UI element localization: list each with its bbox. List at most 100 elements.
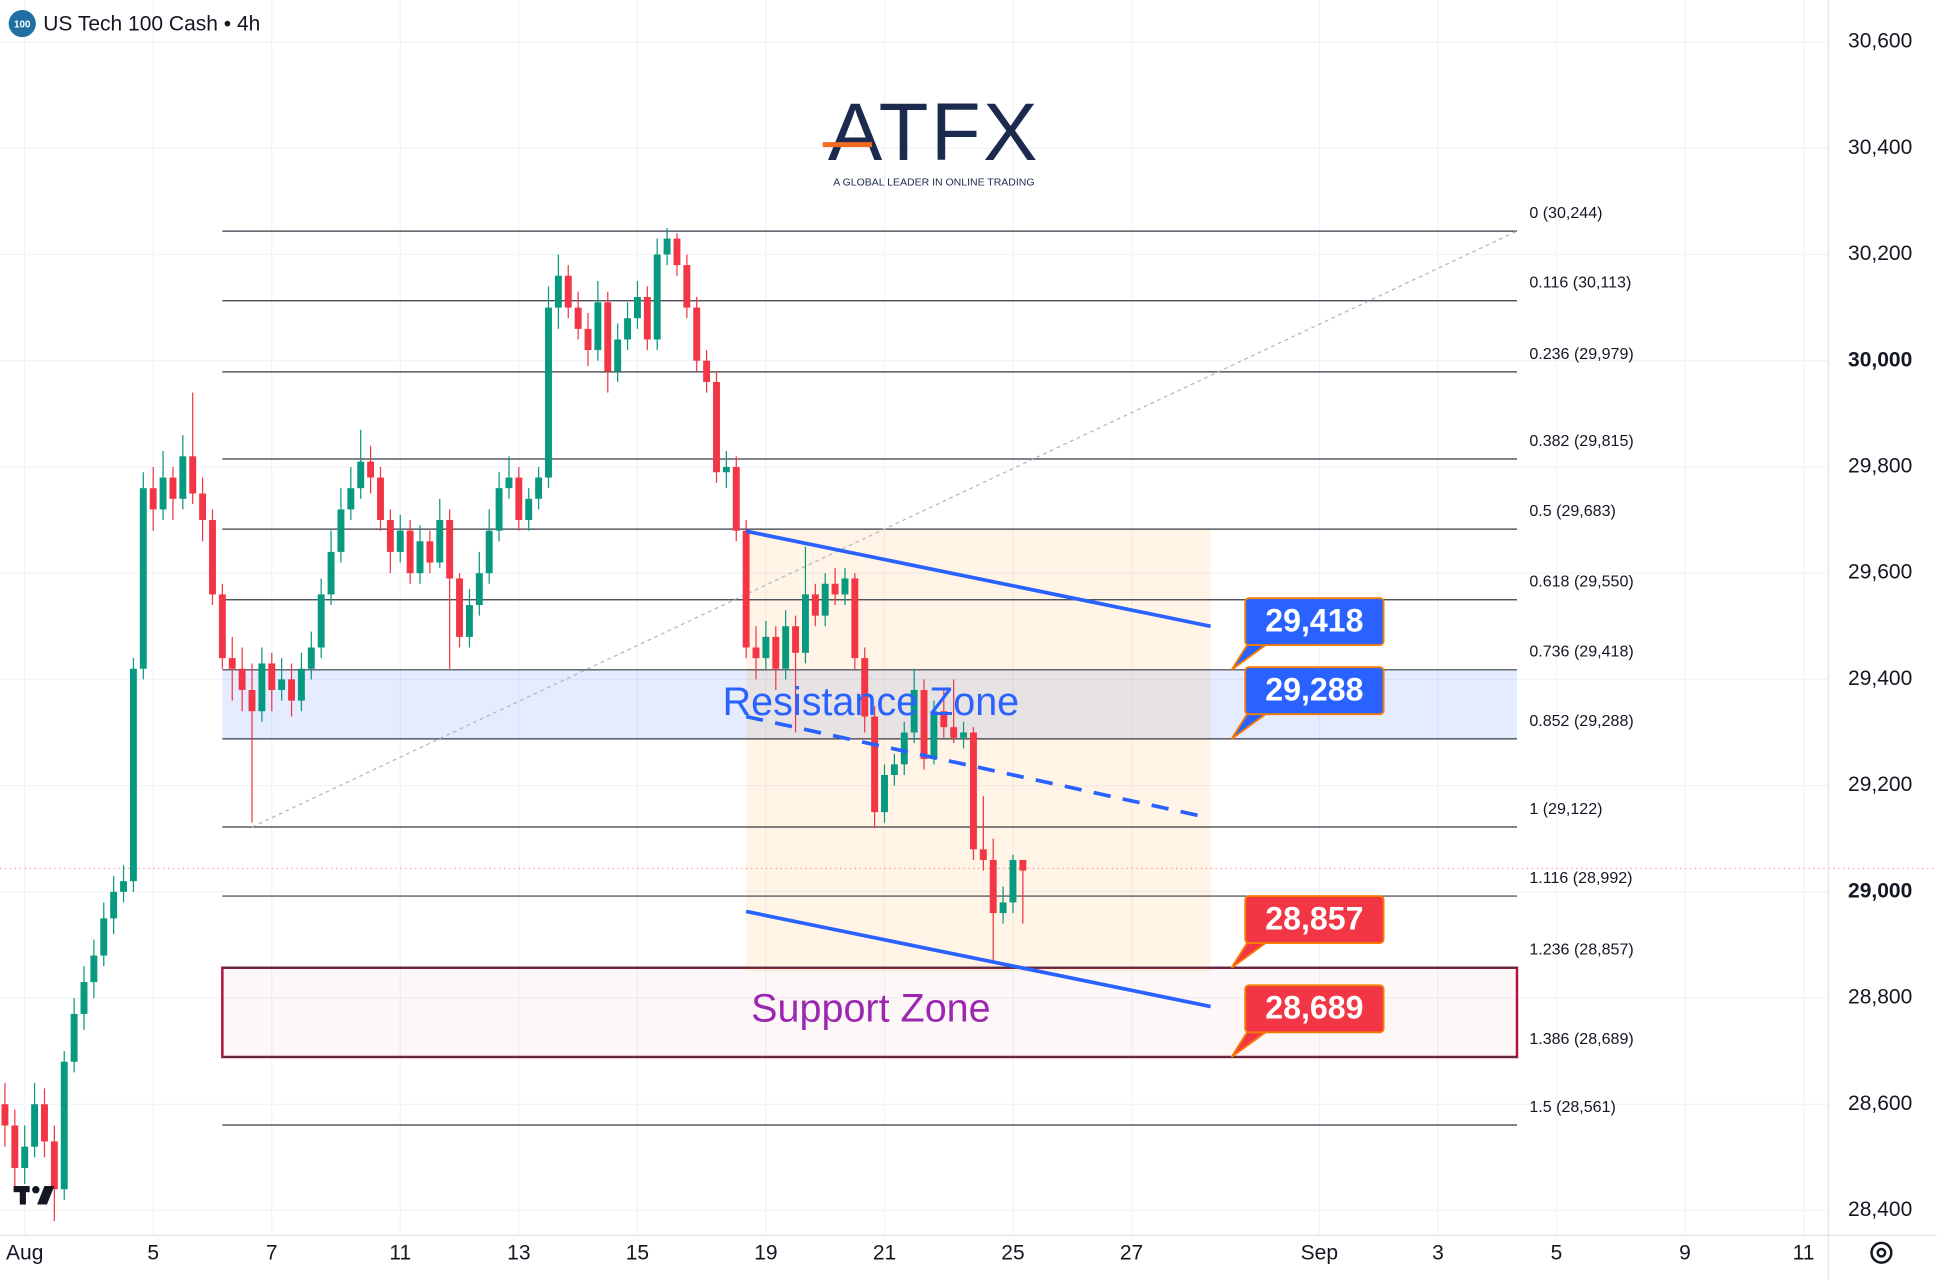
- candle-body: [495, 488, 503, 531]
- settings-icon[interactable]: [1870, 1241, 1893, 1264]
- candle-body: [584, 328, 592, 351]
- candle-body: [50, 1141, 58, 1190]
- candle-body: [475, 573, 483, 606]
- candle-body: [940, 711, 948, 728]
- candle-body: [535, 477, 543, 499]
- candle-body: [456, 578, 464, 637]
- candle-body: [367, 461, 375, 478]
- candle-body: [881, 774, 888, 813]
- candle-body: [614, 339, 622, 372]
- candle-body: [821, 583, 829, 616]
- candle-body: [11, 1125, 19, 1168]
- candle-body: [633, 296, 641, 319]
- candle-body: [989, 859, 997, 914]
- callout-box: [1244, 597, 1385, 647]
- candle-body: [871, 716, 879, 813]
- overlays: Resistance Zone Support Zone 29,418 29,288 2…: [723, 529, 1385, 1058]
- tv-logo: [13, 1186, 55, 1205]
- candle-body: [643, 296, 651, 340]
- fib-label: 0.852 (29,288): [1529, 712, 1633, 730]
- candle-body: [811, 594, 819, 616]
- candle-body: [297, 668, 305, 701]
- x-tick-label: 27: [1120, 1242, 1143, 1265]
- candle-body: [554, 275, 562, 308]
- candle-body: [663, 238, 671, 255]
- candle-body: [653, 254, 661, 340]
- candle-body: [70, 1013, 78, 1062]
- candle-body: [278, 679, 286, 690]
- settings-core[interactable]: [1876, 1247, 1887, 1258]
- x-tick-label: Aug: [6, 1242, 43, 1265]
- x-tick-label: 19: [754, 1242, 777, 1265]
- fib-label: 1.5 (28,561): [1529, 1098, 1616, 1116]
- candle-body: [969, 732, 977, 850]
- y-tick-label: 30,000: [1848, 348, 1912, 371]
- candle-body: [732, 466, 740, 531]
- tv-logo-part: [19, 1186, 26, 1205]
- candle-body: [357, 461, 365, 489]
- candle-body: [1009, 859, 1017, 903]
- y-tick-label: 30,200: [1848, 242, 1912, 265]
- candle-body: [722, 466, 730, 473]
- tv-logo-part: [32, 1186, 40, 1194]
- grid: 28,400 28,600 28,800 29,000 29,200 29,400 29,6…: [0, 0, 1912, 1265]
- candle-body: [327, 551, 335, 595]
- y-tick-label: 30,600: [1848, 30, 1912, 53]
- candle-body: [752, 647, 760, 659]
- candle-body: [110, 891, 118, 919]
- y-tick-label: 29,200: [1848, 773, 1912, 796]
- fib-label: 0.236 (29,979): [1529, 345, 1633, 363]
- candle-body: [209, 520, 216, 595]
- candle-body: [505, 477, 513, 489]
- candle-body: [149, 488, 157, 510]
- settings-ring[interactable]: [1870, 1241, 1893, 1264]
- x-tick-label: 11: [1793, 1242, 1815, 1265]
- candle-body: [60, 1061, 68, 1190]
- x-tick-label: 15: [626, 1242, 649, 1265]
- candle-body: [90, 955, 98, 983]
- y-tick-label: 30,400: [1848, 136, 1912, 159]
- candle-body: [574, 307, 582, 329]
- candle-body: [426, 541, 434, 563]
- candle-body: [594, 302, 602, 351]
- drawings: 0 (30,244) 0.116 (30,113) 0.236 (29,979) 0.…: [0, 204, 1937, 1126]
- x-tick-label: 5: [147, 1242, 159, 1265]
- candle-body: [841, 578, 849, 595]
- callout-label: 28,857: [1265, 900, 1363, 936]
- candle-body: [950, 727, 958, 738]
- channel-line: [745, 529, 1211, 629]
- candle-body: [228, 658, 236, 669]
- callout-box: [1244, 666, 1385, 716]
- candle-body: [189, 456, 197, 494]
- fib-label: 0.382 (29,815): [1529, 432, 1633, 450]
- candle-body: [21, 1146, 29, 1168]
- candle-body: [673, 238, 681, 266]
- symbol-icon: [8, 9, 36, 38]
- callout-label: 29,288: [1265, 671, 1363, 707]
- candle-body: [564, 275, 572, 308]
- x-tick-label: Sep: [1301, 1242, 1338, 1265]
- candle-body: [169, 477, 177, 499]
- candle-body: [139, 488, 147, 669]
- callout-label: 28,689: [1265, 990, 1363, 1026]
- zone-label: Resistance Zone: [723, 680, 1020, 724]
- y-tick-label: 29,400: [1848, 667, 1912, 690]
- candle-body: [920, 689, 928, 760]
- fib-label: 0.116 (30,113): [1529, 274, 1631, 292]
- candle-body: [100, 918, 108, 956]
- candle-body: [337, 509, 345, 552]
- candle-body: [851, 578, 859, 659]
- chart-title[interactable]: US Tech 100 Cash • 4h: [43, 12, 260, 35]
- candle-body: [347, 488, 355, 510]
- x-tick-label: 21: [873, 1242, 896, 1265]
- candle-body: [713, 381, 720, 473]
- fib-label: 1 (29,122): [1529, 800, 1602, 818]
- candle-body: [801, 594, 809, 653]
- candle-body: [703, 360, 711, 382]
- candle-body: [1019, 859, 1027, 871]
- x-tick-label: 3: [1432, 1242, 1444, 1265]
- candle-body: [406, 530, 414, 574]
- logo: ATFX: [828, 87, 1040, 178]
- candle-body: [999, 902, 1007, 914]
- candle-body: [782, 626, 790, 669]
